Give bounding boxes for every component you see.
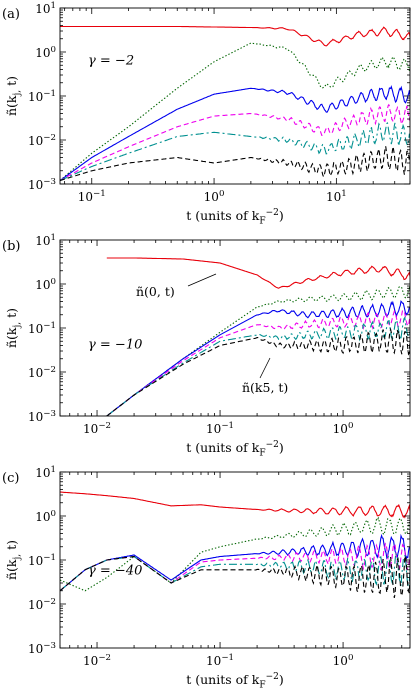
series-line-2 <box>60 516 410 592</box>
y-tick-label: 101 <box>35 1 56 16</box>
y-tick-label: 10−3 <box>28 409 56 424</box>
x-axis: 10−2 10−1 100 <box>59 472 403 668</box>
series-line-3 <box>106 300 410 416</box>
series-line-5 <box>106 316 410 416</box>
x-tick-label: 101 <box>326 189 347 204</box>
series-line-2 <box>60 42 410 181</box>
x-tick-label: 10−1 <box>206 421 234 436</box>
plot-frame <box>59 239 411 417</box>
series-line-3 <box>60 85 410 181</box>
x-tick-label: 100 <box>333 421 354 436</box>
x-tick-label: 100 <box>204 189 225 204</box>
y-tick-label: 10−2 <box>28 365 56 380</box>
y-tick-label: 10−1 <box>28 89 56 104</box>
series-line-6 <box>60 146 410 182</box>
gamma-annotation: γ = −40 <box>88 563 142 578</box>
y-tick-label: 101 <box>35 465 56 480</box>
panel-2: 10−3 10−2 10−1 100 101 10−2 10−1 100 t (units of… <box>2 233 411 459</box>
series-line-2 <box>106 286 410 416</box>
panel-label: (b) <box>2 239 20 254</box>
y-tick-label: 10−2 <box>28 597 56 612</box>
x-tick-label: 10−1 <box>206 653 234 668</box>
series-line-1 <box>60 25 410 47</box>
y-axis: 10−3 10−2 10−1 100 101 <box>28 233 410 424</box>
y-axis: 10−3 10−2 10−1 100 101 <box>28 465 410 656</box>
y-tick-label: 100 <box>35 509 56 524</box>
x-axis-label: t (units of kF−2) <box>186 672 284 691</box>
y-tick-label: 10−1 <box>28 553 56 568</box>
x-axis: 10−2 10−1 100 <box>59 240 403 436</box>
series-line-4 <box>60 103 410 181</box>
y-axis-label: ñ(kj, t) <box>4 76 23 116</box>
x-axis-label: t (units of kF−2) <box>186 440 284 459</box>
y-axis-label: ñ(kj, t) <box>4 540 23 580</box>
panel-label: (c) <box>2 471 19 486</box>
x-tick-label: 10−1 <box>78 189 106 204</box>
gamma-annotation: γ = −2 <box>88 53 134 68</box>
x-axis: 10−1 100 101 <box>64 8 411 204</box>
panels-group: 10−3 10−2 10−1 100 101 10−1 100 101 t (units of … <box>2 1 411 691</box>
series-line-6 <box>60 555 410 598</box>
y-tick-label: 10−3 <box>28 177 56 192</box>
panel-3: 10−3 10−2 10−1 100 101 10−2 10−1 100 t (units of… <box>2 465 411 691</box>
y-tick-label: 10−3 <box>28 641 56 656</box>
x-axis-label: t (units of kF−2) <box>186 208 284 227</box>
plot-frame <box>59 471 411 649</box>
arrow-n0 <box>187 273 217 287</box>
series-line-1 <box>106 257 410 289</box>
x-tick-label: 10−2 <box>83 653 111 668</box>
x-tick-label: 10−2 <box>83 421 111 436</box>
gamma-annotation: γ = −10 <box>88 337 142 352</box>
panel-label: (a) <box>2 7 20 22</box>
y-tick-label: 101 <box>35 233 56 248</box>
y-tick-label: 100 <box>35 277 56 292</box>
arrow-n5 <box>259 357 271 379</box>
series-line-6 <box>106 327 410 416</box>
series-line-4 <box>106 309 410 416</box>
y-tick-label: 10−1 <box>28 321 56 336</box>
panel-1: 10−3 10−2 10−1 100 101 10−1 100 101 t (units of … <box>2 1 411 227</box>
y-tick-label: 100 <box>35 45 56 60</box>
series-line-5 <box>60 122 410 182</box>
y-axis-label: ñ(kj, t) <box>4 308 23 348</box>
y-axis: 10−3 10−2 10−1 100 101 <box>28 1 410 192</box>
curve-label-n0: ñ(0, t) <box>136 284 175 299</box>
y-tick-label: 10−2 <box>28 133 56 148</box>
series-line-1 <box>60 491 410 519</box>
curve-label-n5: ñ(k5, t) <box>242 380 288 395</box>
x-tick-label: 100 <box>333 653 354 668</box>
